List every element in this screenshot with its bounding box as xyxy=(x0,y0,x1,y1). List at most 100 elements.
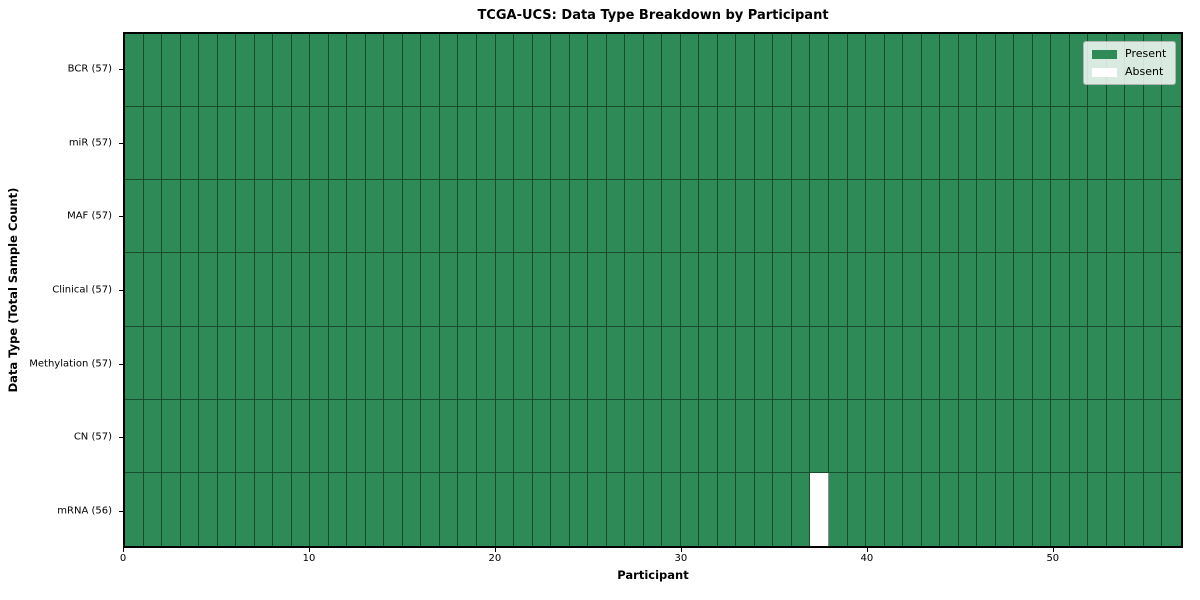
heatmap-cell xyxy=(439,472,459,546)
heatmap-cell xyxy=(532,472,552,546)
heatmap-cell xyxy=(662,107,681,181)
heatmap-cell xyxy=(180,107,200,181)
heatmap-cell xyxy=(662,326,681,400)
heatmap-cell xyxy=(347,180,366,254)
heatmap-cell xyxy=(884,180,904,254)
heatmap-cell xyxy=(791,107,811,181)
heatmap-cell xyxy=(551,107,570,181)
heatmap-cell xyxy=(921,326,941,400)
heatmap-cell xyxy=(180,326,200,400)
heatmap-cell xyxy=(328,253,348,327)
x-tick-mark xyxy=(680,548,682,552)
heatmap-cell xyxy=(532,34,552,108)
heatmap-cell xyxy=(699,107,718,181)
heatmap-cell xyxy=(588,326,607,400)
heatmap-cell xyxy=(384,399,403,473)
heatmap-cell xyxy=(847,253,867,327)
heatmap-cell xyxy=(1143,472,1163,546)
heatmap-cell xyxy=(1069,326,1089,400)
heatmap-cell xyxy=(921,472,941,546)
heatmap-cell xyxy=(236,180,255,254)
x-tick-label: 30 xyxy=(674,553,688,564)
heatmap-cell xyxy=(1125,326,1144,400)
heatmap-cell xyxy=(903,180,922,254)
heatmap-cell xyxy=(958,180,978,254)
heatmap-cell xyxy=(532,180,552,254)
heatmap-cell xyxy=(773,107,792,181)
heatmap-cell xyxy=(384,253,403,327)
heatmap-cell xyxy=(347,326,366,400)
heatmap-cell xyxy=(162,34,181,108)
heatmap-cell xyxy=(1125,180,1144,254)
x-tick-label: 20 xyxy=(488,553,502,564)
heatmap-cell xyxy=(458,34,477,108)
heatmap-cell xyxy=(828,34,848,108)
heatmap-cell xyxy=(736,399,755,473)
heatmap-cell xyxy=(347,399,366,473)
heatmap-cell xyxy=(1162,472,1181,546)
heatmap-cell xyxy=(365,399,385,473)
heatmap-cell xyxy=(606,399,626,473)
y-tick-mark xyxy=(119,290,123,291)
heatmap-cell xyxy=(680,472,700,546)
heatmap-cell xyxy=(291,472,311,546)
heatmap-cell xyxy=(995,107,1015,181)
heatmap-cell xyxy=(1125,472,1144,546)
heatmap-cell xyxy=(699,34,718,108)
heatmap-cell xyxy=(643,326,663,400)
heatmap-cell xyxy=(1162,253,1181,327)
heatmap-cell xyxy=(310,107,329,181)
heatmap-cell xyxy=(1088,107,1107,181)
heatmap-cell xyxy=(291,253,311,327)
heatmap-cell xyxy=(828,107,848,181)
heatmap-cell xyxy=(1069,399,1089,473)
heatmap-cell xyxy=(754,180,774,254)
heatmap-cell xyxy=(569,399,589,473)
heatmap-cell xyxy=(254,34,274,108)
heatmap-cell xyxy=(291,326,311,400)
heatmap-cell xyxy=(384,326,403,400)
heatmap-cell xyxy=(828,472,848,546)
heatmap-cell xyxy=(532,399,552,473)
heatmap-cell xyxy=(680,326,700,400)
heatmap-cell xyxy=(1051,326,1070,400)
absent-swatch-icon xyxy=(1092,67,1117,77)
heatmap-cell xyxy=(365,34,385,108)
heatmap-cell xyxy=(1051,107,1070,181)
heatmap-cell xyxy=(365,326,385,400)
heatmap-cell xyxy=(866,253,885,327)
y-tick-mark xyxy=(119,363,123,365)
heatmap-cell xyxy=(384,472,403,546)
heatmap-cell xyxy=(365,253,385,327)
heatmap-cell xyxy=(439,107,459,181)
heatmap-cell xyxy=(995,34,1015,108)
heatmap-cell xyxy=(643,399,663,473)
heatmap-cell xyxy=(606,107,626,181)
x-tick-mark xyxy=(866,548,868,552)
heatmap-cell xyxy=(791,180,811,254)
heatmap-cell xyxy=(162,472,181,546)
heatmap-cell xyxy=(995,180,1015,254)
heatmap-cell xyxy=(1069,472,1089,546)
heatmap-cell xyxy=(940,34,959,108)
legend-label-absent: Absent xyxy=(1125,65,1164,78)
y-tick-mark xyxy=(119,142,123,144)
heatmap-cell xyxy=(699,399,718,473)
heatmap-cell xyxy=(958,472,978,546)
heatmap-cell xyxy=(588,472,607,546)
y-tick-mark xyxy=(119,437,123,439)
present-swatch-icon xyxy=(1092,49,1117,59)
heatmap-cell xyxy=(162,107,181,181)
heatmap-cell xyxy=(402,180,422,254)
heatmap-cell xyxy=(1032,472,1052,546)
heatmap-cell xyxy=(180,253,200,327)
chart-title: TCGA-UCS: Data Type Breakdown by Partici… xyxy=(477,8,829,23)
heatmap-cell xyxy=(254,180,274,254)
heatmap-cell xyxy=(514,180,533,254)
heatmap-cell xyxy=(143,399,163,473)
heatmap-cell xyxy=(995,399,1015,473)
heatmap-cell xyxy=(903,253,922,327)
y-tick-label: mRNA (56) xyxy=(57,505,112,517)
heatmap-cell xyxy=(606,326,626,400)
heatmap-cell xyxy=(940,180,959,254)
